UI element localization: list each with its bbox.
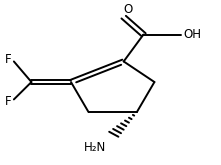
Text: F: F [5,53,12,66]
Text: O: O [124,3,133,16]
Text: OH: OH [183,28,201,41]
Text: H₂N: H₂N [84,141,106,154]
Text: F: F [5,95,12,108]
